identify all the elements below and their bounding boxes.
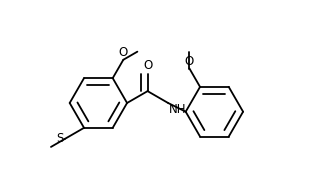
Text: S: S bbox=[56, 132, 64, 145]
Text: O: O bbox=[119, 46, 128, 59]
Text: O: O bbox=[143, 59, 152, 72]
Text: NH: NH bbox=[169, 104, 187, 117]
Text: O: O bbox=[184, 54, 193, 67]
